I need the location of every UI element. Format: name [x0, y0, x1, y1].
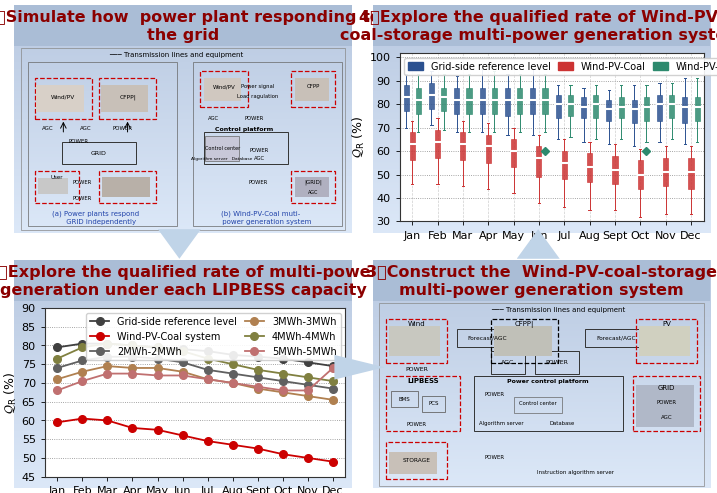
Bar [514, 397, 561, 413]
Bar [639, 326, 690, 356]
Text: POWER: POWER [248, 180, 267, 185]
Text: Instruction algorithm server: Instruction algorithm server [536, 470, 613, 475]
Bar [389, 326, 440, 356]
Text: multi-power generation system: multi-power generation system [399, 283, 683, 298]
Text: (b) Wind-PV-Coal muti-
     power generation system: (b) Wind-PV-Coal muti- power generation … [211, 211, 311, 225]
Text: POWER: POWER [68, 139, 88, 144]
Text: Wind/PV: Wind/PV [212, 84, 235, 89]
Bar [38, 178, 68, 194]
Bar [372, 260, 710, 301]
Bar [379, 304, 703, 486]
Text: CFPP: CFPP [306, 84, 320, 89]
Text: ─── Transmission lines and equipment: ─── Transmission lines and equipment [490, 307, 625, 313]
Text: GRID: GRID [657, 385, 675, 391]
Bar [534, 352, 578, 374]
Bar [490, 352, 524, 374]
Text: POWER: POWER [404, 367, 427, 372]
Text: Control center: Control center [204, 146, 239, 151]
Text: AGC: AGC [42, 126, 54, 131]
Text: POWER: POWER [406, 422, 426, 427]
Bar [473, 376, 622, 431]
Text: AGC: AGC [80, 126, 91, 131]
Text: AGC: AGC [254, 156, 265, 161]
Text: generation under each LIPBESS capacity: generation under each LIPBESS capacity [0, 283, 366, 298]
Bar [635, 386, 693, 426]
Text: 1、Simulate how  power plant responding to: 1、Simulate how power plant responding to [0, 10, 381, 25]
Text: 4、Explore the qualified rate of Wind-PV-: 4、Explore the qualified rate of Wind-PV- [359, 10, 717, 25]
Bar [295, 78, 328, 101]
Bar [585, 328, 646, 347]
Text: 3、Construct the  Wind-PV-coal-storage: 3、Construct the Wind-PV-coal-storage [366, 265, 716, 280]
Text: POWER: POWER [244, 116, 264, 121]
Bar [421, 396, 445, 412]
Text: Load ragulation: Load ragulation [237, 94, 278, 99]
Bar [102, 177, 149, 198]
Text: 2、Explore the qualified rate of multi-power: 2、Explore the qualified rate of multi-po… [0, 265, 379, 280]
Text: |GRID|: |GRID| [304, 180, 322, 185]
Bar [391, 391, 418, 407]
Text: POWER: POWER [484, 455, 504, 460]
Text: POWER: POWER [484, 392, 504, 397]
Text: Wind/PV: Wind/PV [51, 95, 75, 100]
Text: (a) Power plants respond
     GRID independently: (a) Power plants respond GRID independen… [52, 211, 139, 225]
Text: POWER: POWER [113, 126, 133, 131]
Text: Control platform: Control platform [215, 127, 273, 132]
Bar [372, 5, 710, 46]
Text: Forecast/AGC: Forecast/AGC [467, 335, 507, 340]
Bar [205, 136, 239, 161]
Bar [14, 260, 352, 301]
Bar [494, 326, 551, 356]
Text: Database: Database [549, 421, 574, 425]
Text: Wind: Wind [407, 321, 425, 327]
Text: AGC: AGC [660, 415, 672, 420]
Text: GRID: GRID [91, 150, 107, 156]
Bar [194, 62, 342, 226]
Polygon shape [158, 229, 201, 259]
Text: User: User [50, 175, 63, 179]
Bar [37, 85, 84, 112]
Text: coal-storage multi-power generation system: coal-storage multi-power generation syst… [340, 28, 717, 43]
Polygon shape [334, 355, 384, 380]
Text: Algorithm server   Database: Algorithm server Database [191, 157, 252, 161]
Text: STORAGE: STORAGE [402, 458, 430, 463]
Bar [21, 48, 345, 231]
Bar [295, 177, 328, 198]
Bar [62, 141, 136, 165]
Polygon shape [516, 229, 559, 259]
Text: the grid: the grid [147, 28, 219, 43]
Text: POWER: POWER [656, 400, 676, 405]
Bar [28, 62, 176, 226]
Text: POWER: POWER [250, 148, 269, 153]
Text: AGC: AGC [500, 360, 514, 365]
Text: Control center: Control center [519, 401, 556, 406]
Text: Forecast/AGC: Forecast/AGC [596, 335, 635, 340]
Text: AGC: AGC [208, 116, 219, 121]
Text: POWER: POWER [72, 196, 92, 201]
Text: PV: PV [662, 321, 670, 327]
Text: LIPBESS: LIPBESS [407, 378, 439, 384]
Text: POWER: POWER [545, 360, 568, 365]
Bar [204, 78, 240, 101]
Text: Power signal: Power signal [241, 84, 274, 89]
Text: AGC: AGC [308, 190, 318, 195]
Text: POWER: POWER [72, 180, 92, 185]
Text: PCS: PCS [428, 401, 438, 406]
Bar [204, 133, 288, 165]
Text: Power control platform: Power control platform [507, 379, 589, 384]
Text: ─── Transmission lines and equipment: ─── Transmission lines and equipment [109, 52, 243, 58]
Bar [14, 5, 352, 46]
Text: Algorithm server: Algorithm server [478, 421, 523, 425]
Bar [389, 452, 437, 474]
Text: CFPP|: CFPP| [515, 320, 534, 327]
Bar [457, 328, 518, 347]
Text: BMS: BMS [399, 397, 410, 402]
Bar [100, 85, 148, 112]
Text: CFPP|: CFPP| [119, 95, 136, 100]
